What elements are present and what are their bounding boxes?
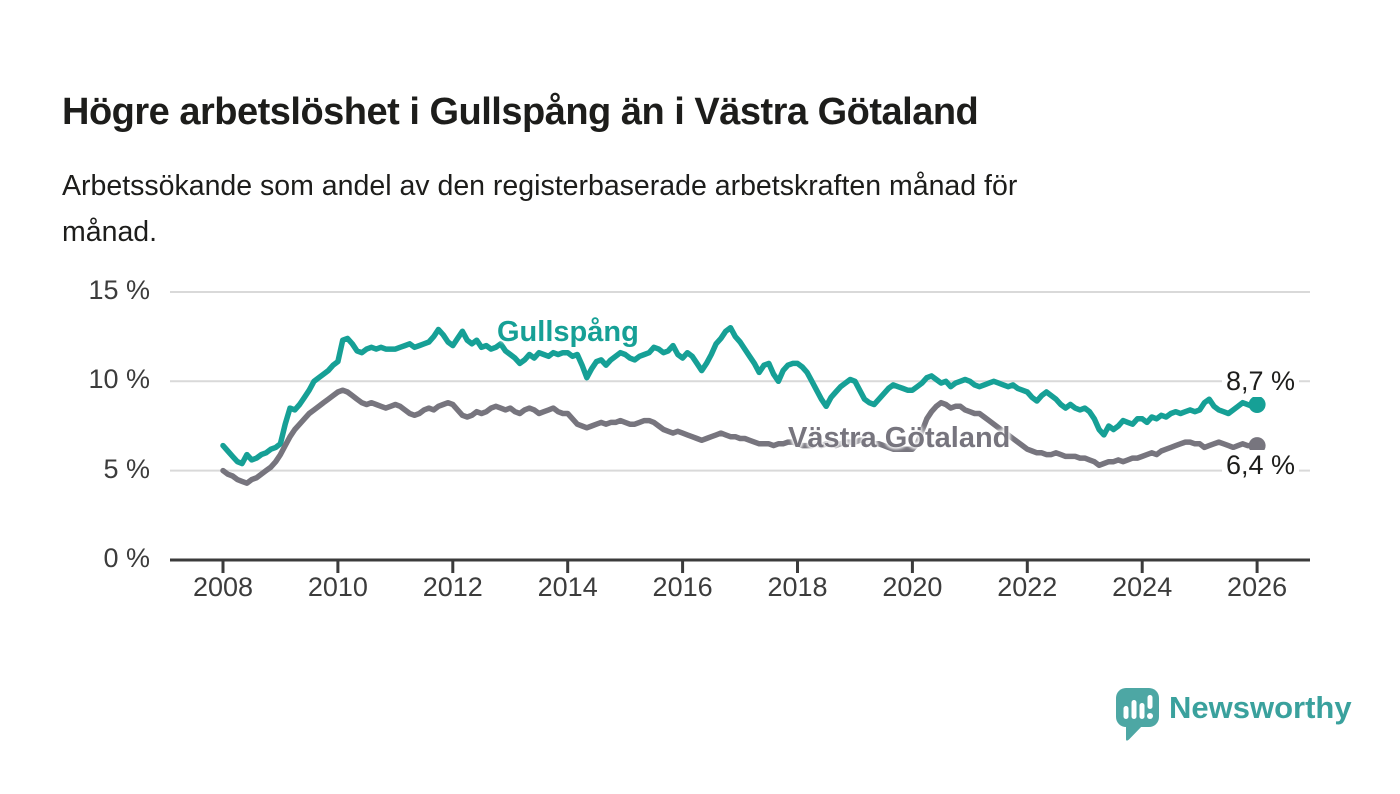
series-endpoint-vastra-gotaland: [1248, 437, 1266, 455]
series-endpoint-gullspang: [1248, 396, 1266, 413]
newsworthy-logo: Newsworthy: [1115, 687, 1352, 743]
brand-name: Newsworthy: [1169, 690, 1352, 725]
series-line-gullspang: [220, 324, 1260, 467]
page-subtitle: Arbetssökande som andel av den registerb…: [62, 163, 1017, 255]
subtitle-line-2: månad.: [62, 216, 158, 248]
bar-chart-speech-bubble-icon: [1116, 688, 1159, 741]
subtitle-line-1: Arbetssökande som andel av den registerb…: [62, 170, 1018, 202]
page-title: Högre arbetslöshet i Gullspång än i Väst…: [62, 91, 979, 134]
series-line-vastra-gotaland: [220, 387, 1260, 486]
